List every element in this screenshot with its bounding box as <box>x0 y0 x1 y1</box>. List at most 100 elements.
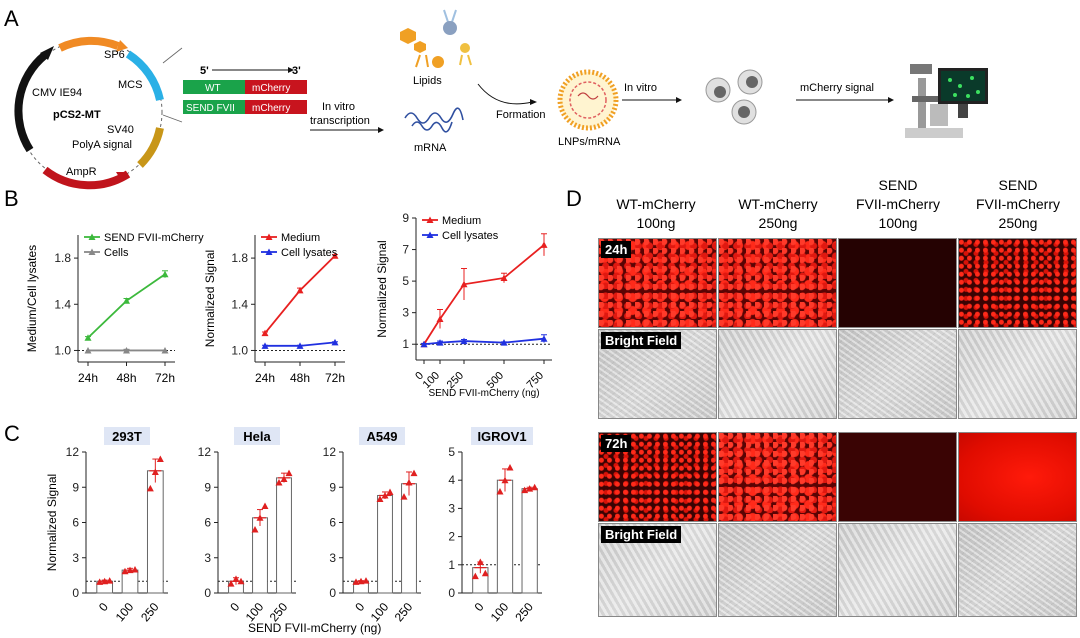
b1-legend-marker <box>88 233 96 240</box>
c1-data-point <box>151 468 159 475</box>
c4-bar <box>496 479 514 594</box>
b1-ytick-label: 1.8 <box>54 251 71 265</box>
c1-ytick-label: 6 <box>72 516 79 530</box>
b3-data-point <box>500 339 508 346</box>
c1-data-point <box>156 455 164 463</box>
lnp-label: LNPs/mRNA <box>558 136 621 148</box>
c1-title-badge <box>104 427 150 445</box>
wt-segment <box>183 80 245 94</box>
microscope-icon <box>905 64 988 138</box>
c3-ytick-label: 0 <box>329 586 336 600</box>
c3-title: A549 <box>366 429 397 444</box>
c1-xtick-label: 100 <box>113 600 137 625</box>
c2-data-point <box>280 475 288 483</box>
image-72h-bf-wt250 <box>718 523 837 617</box>
b1-data-point <box>123 297 130 304</box>
send-segment <box>183 100 245 114</box>
c4-ytick-label: 0 <box>448 586 455 600</box>
c3-title-badge <box>359 427 405 445</box>
c4-xtick-label: 0 <box>472 600 487 614</box>
b1-series-line <box>87 273 166 339</box>
c2-data-point <box>227 580 235 587</box>
c2-data-point <box>275 479 283 486</box>
send-label: SEND FVII <box>186 103 235 114</box>
three-prime-label: 3' <box>292 65 301 77</box>
header-wt100-line2: 100ng <box>637 215 676 231</box>
c2-bar <box>276 477 292 594</box>
header-send250-line3: 250ng <box>999 215 1038 231</box>
image-24h-bf-send250 <box>958 329 1077 419</box>
b3-data-point <box>436 315 444 322</box>
c3-data-point <box>386 488 394 495</box>
c1-ytick-label: 0 <box>72 586 79 600</box>
lnp-icon: LNPs/mRNA <box>557 69 621 148</box>
image-24h-bf-wt250 <box>718 329 837 419</box>
mcherry-label-2: mCherry <box>252 103 290 114</box>
plasmid-label-ampr: AmpR <box>66 166 97 178</box>
b3-data-point <box>460 280 468 288</box>
b2-legend-label: Cell lysates <box>281 247 338 259</box>
c4-data-point <box>506 464 514 471</box>
chart-b2-time-course: 1.0 1.4 1.8 Normalized Signal 24h 48h 72h Mediu… <box>203 232 345 385</box>
b3-legend-marker <box>426 216 434 223</box>
c3-bar <box>377 494 393 594</box>
image-72h-wt100: 72h <box>598 432 717 522</box>
c1-ytick-label: 3 <box>72 551 79 565</box>
plasmid-label-cmv: CMV IE94 <box>32 87 82 99</box>
c3-ytick-label: 9 <box>329 480 336 494</box>
b3-data-point <box>436 339 444 346</box>
c4-data-point <box>496 487 504 495</box>
b2-xtick-label: 24h <box>255 371 275 385</box>
c3-ytick-label: 12 <box>323 445 337 459</box>
header-send100-line1: SEND <box>879 177 918 193</box>
image-24h-bf-send100 <box>838 329 957 419</box>
b3-data-point <box>540 241 548 248</box>
b3-series-line <box>423 244 545 345</box>
header-send100-line2: FVII-mCherry <box>856 196 940 212</box>
panel-d-headers: WT-mCherry 100ng WT-mCherry 250ng SEND F… <box>616 177 1060 231</box>
b1-legend-label: SEND FVII-mCherry <box>104 232 204 244</box>
b3-data-point <box>540 335 548 342</box>
c4-title-badge <box>471 427 533 445</box>
b2-xtick-label: 48h <box>290 371 310 385</box>
c3-data-point <box>352 578 360 585</box>
image-24h-wt100: 24h <box>598 238 717 328</box>
header-wt250-line2: 250ng <box>759 215 798 231</box>
c2-data-point <box>285 469 293 477</box>
c2-ytick-label: 12 <box>198 445 212 459</box>
c3-ytick-label: 6 <box>329 516 336 530</box>
c4-data-point <box>471 572 479 580</box>
c4-xtick-label: 100 <box>488 600 512 625</box>
c3-data-point <box>405 479 413 486</box>
b2-y-label: Normalized Signal <box>203 250 217 347</box>
c2-ytick-label: 3 <box>204 551 211 565</box>
plasmid-label-sv40: SV40 <box>107 124 134 136</box>
b3-legend-label: Medium <box>442 215 481 227</box>
b3-x-label: SEND FVII-mCherry (ng) <box>428 388 539 399</box>
c4-ytick-label: 4 <box>448 473 455 487</box>
c2-ytick-label: 6 <box>204 516 211 530</box>
b2-xtick-label: 72h <box>325 371 345 385</box>
b1-data-point <box>84 346 92 354</box>
c4-ytick-label: 2 <box>448 530 455 544</box>
c3-ytick-label: 3 <box>329 551 336 565</box>
image-24h-send100 <box>838 238 957 328</box>
c2-data-point <box>251 526 259 533</box>
header-wt250-line1: WT-mCherry <box>738 196 817 212</box>
c4-data-point <box>476 558 484 565</box>
c1-data-point <box>126 566 134 574</box>
c1-y-label: Normalized Signal <box>45 474 59 571</box>
plasmid-label-polya: PolyA signal <box>72 139 132 151</box>
b3-y-label: Normalized Signal <box>375 240 389 337</box>
c2-xtick-label: 0 <box>227 600 242 614</box>
plasmid-map: SP6 MCS CMV IE94 pCS2-MT SV40 PolyA sign… <box>14 36 183 190</box>
b2-series-line <box>264 255 336 334</box>
bright-field-label-24h: Bright Field <box>601 332 682 349</box>
panel-label-c: C <box>4 421 20 446</box>
c4-data-point <box>531 483 539 491</box>
c1-xtick-label: 250 <box>138 600 162 625</box>
b2-ytick-label: 1.8 <box>231 251 248 265</box>
transcription-label-1: In vitro <box>322 101 355 113</box>
b2-data-point <box>296 342 304 349</box>
